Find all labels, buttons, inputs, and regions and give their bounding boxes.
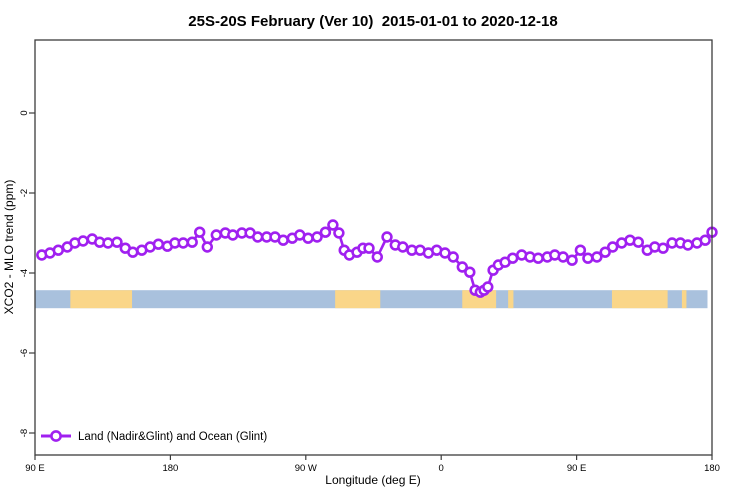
data-point bbox=[371, 251, 383, 263]
legend-marker-icon bbox=[50, 430, 62, 442]
data-point bbox=[177, 237, 189, 249]
data-point bbox=[632, 236, 644, 248]
x-tick-label: 180 bbox=[162, 463, 178, 474]
data-point bbox=[252, 231, 264, 243]
data-point bbox=[482, 281, 494, 293]
x-tick-label: 0 bbox=[439, 463, 444, 474]
data-point bbox=[227, 229, 239, 241]
legend: Land (Nadir&Glint) and Ocean (Glint) bbox=[41, 430, 267, 443]
data-point bbox=[397, 241, 409, 253]
data-point bbox=[311, 231, 323, 243]
data-point bbox=[302, 232, 314, 244]
land-segment bbox=[335, 290, 381, 309]
data-point bbox=[52, 244, 64, 256]
data-point bbox=[102, 237, 114, 249]
data-point bbox=[557, 251, 569, 263]
plot-border bbox=[34, 39, 713, 456]
x-tick-label: 90 E bbox=[567, 463, 587, 474]
data-point bbox=[333, 227, 345, 239]
land-segment bbox=[462, 290, 497, 309]
chart-title: 25S-20S February (Ver 10) 2015-01-01 to … bbox=[188, 13, 557, 30]
data-point bbox=[507, 252, 519, 264]
x-tick-label: 180 bbox=[704, 463, 720, 474]
data-point bbox=[327, 219, 339, 231]
land-segment bbox=[70, 290, 133, 309]
data-point bbox=[363, 242, 375, 254]
data-series bbox=[36, 219, 718, 298]
data-point bbox=[657, 242, 669, 254]
y-tick-label: -2 bbox=[19, 189, 30, 197]
data-point bbox=[447, 251, 459, 263]
data-point bbox=[574, 244, 587, 256]
data-point bbox=[682, 239, 694, 251]
data-point bbox=[277, 234, 289, 246]
data-point bbox=[582, 252, 594, 264]
x-tick-label: 90 W bbox=[295, 463, 317, 474]
data-point bbox=[111, 236, 123, 248]
data-point bbox=[127, 246, 139, 258]
y-tick-label: -6 bbox=[19, 349, 30, 357]
data-point bbox=[599, 246, 611, 258]
x-tick-label: 90 E bbox=[25, 463, 45, 474]
y-tick-label: 0 bbox=[19, 110, 30, 115]
data-point bbox=[319, 226, 332, 238]
data-point bbox=[606, 241, 619, 253]
data-point bbox=[194, 226, 206, 238]
x-axis: 90 E 180 90 W 0 90 E 180 bbox=[25, 455, 720, 474]
data-point bbox=[532, 252, 544, 264]
land-segment bbox=[508, 290, 514, 309]
data-point bbox=[566, 254, 578, 266]
land-segment bbox=[611, 290, 668, 309]
y-axis-label: XCO2 - MLO trend (ppm) bbox=[2, 180, 16, 315]
data-point bbox=[699, 234, 711, 246]
y-axis: 0 -2 -4 -6 -8 bbox=[19, 110, 35, 437]
y-tick-label: -4 bbox=[19, 269, 30, 277]
land-segment bbox=[681, 290, 687, 309]
data-point bbox=[464, 266, 476, 278]
data-point bbox=[591, 251, 603, 263]
data-point bbox=[186, 236, 198, 248]
y-tick-label: -8 bbox=[19, 429, 30, 437]
data-point bbox=[201, 241, 214, 253]
legend-label: Land (Nadir&Glint) and Ocean (Glint) bbox=[78, 431, 267, 443]
data-point bbox=[77, 235, 89, 247]
data-point bbox=[456, 261, 468, 273]
data-point bbox=[210, 229, 223, 241]
map-band bbox=[35, 290, 708, 309]
x-axis-label: Longitude (deg E) bbox=[325, 473, 420, 487]
data-point bbox=[381, 231, 393, 243]
data-point bbox=[152, 238, 165, 250]
